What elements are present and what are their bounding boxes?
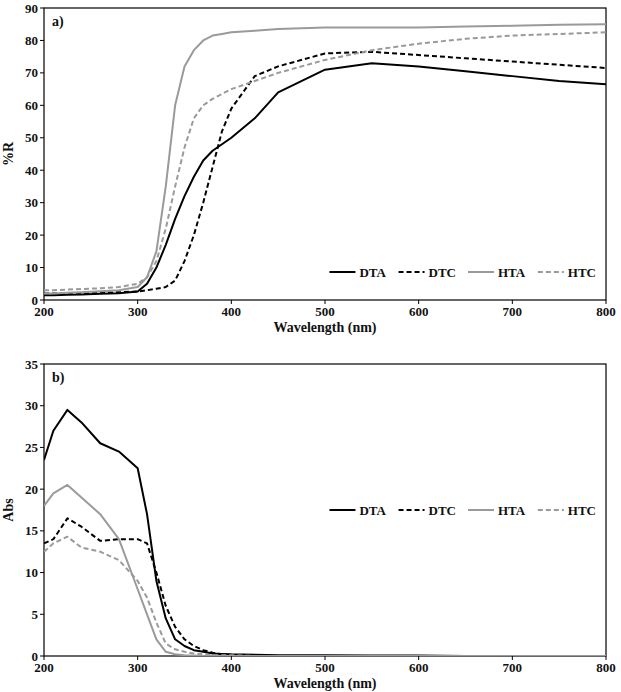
panel: 05101520253035200300400500600700800Wavel… <box>1 357 616 692</box>
plot-frame <box>44 8 606 300</box>
series-line <box>44 518 606 656</box>
y-tick-label: 25 <box>25 440 39 455</box>
legend-label: DTC <box>429 503 456 518</box>
y-tick <box>40 572 44 573</box>
y-tick-label: 30 <box>25 398 38 413</box>
y-tick <box>40 8 44 9</box>
legend-label: HTC <box>568 503 596 518</box>
legend-label: DTA <box>359 503 386 518</box>
legend-label: HTC <box>568 265 596 280</box>
y-tick <box>40 656 44 657</box>
series-line <box>44 52 606 294</box>
y-tick-label: 70 <box>25 65 38 80</box>
legend: DTA DTC HTA HTC <box>329 503 596 518</box>
series-group <box>44 410 606 656</box>
y-tick-label: 35 <box>25 357 39 372</box>
x-tick-label: 700 <box>503 660 523 675</box>
legend-swatch <box>399 509 425 511</box>
y-tick <box>40 105 44 106</box>
legend: DTA DTC HTA HTC <box>329 265 596 280</box>
panel: 0102030405060708090200300400500600700800… <box>1 1 616 337</box>
legend-swatch <box>399 271 425 273</box>
y-axis-title: %R <box>1 141 16 166</box>
panel-letter: b) <box>52 370 65 386</box>
x-tick-label: 500 <box>315 660 335 675</box>
x-tick-label: 500 <box>315 304 335 319</box>
y-tick-label: 30 <box>25 195 38 210</box>
y-tick <box>40 300 44 301</box>
y-tick-label: 50 <box>25 130 38 145</box>
y-tick <box>40 170 44 171</box>
x-tick-label: 200 <box>34 660 54 675</box>
y-tick <box>40 530 44 531</box>
legend-label: HTA <box>498 503 526 518</box>
series-line <box>44 63 606 295</box>
x-tick-label: 700 <box>503 304 523 319</box>
y-tick-label: 20 <box>25 228 38 243</box>
panel-letter: a) <box>52 14 64 30</box>
y-tick <box>40 72 44 73</box>
y-tick <box>40 40 44 41</box>
y-tick <box>40 235 44 236</box>
y-tick-label: 20 <box>25 482 38 497</box>
legend-label: DTC <box>429 265 456 280</box>
legend-label: HTA <box>498 265 526 280</box>
y-tick-label: 60 <box>25 98 38 113</box>
x-axis-title: Wavelength (nm) <box>273 320 376 336</box>
x-tick-label: 600 <box>409 304 429 319</box>
legend-swatch <box>468 271 494 273</box>
legend-swatch <box>329 271 355 273</box>
y-tick-label: 80 <box>25 33 38 48</box>
x-tick-label: 600 <box>409 660 429 675</box>
y-tick <box>40 405 44 406</box>
series-line <box>44 537 606 656</box>
series-line <box>44 410 606 656</box>
y-tick <box>40 267 44 268</box>
series-group <box>44 24 606 295</box>
plot-frame <box>44 364 606 656</box>
legend-swatch <box>329 509 355 511</box>
y-tick-label: 10 <box>25 260 38 275</box>
y-tick <box>40 137 44 138</box>
y-tick <box>40 614 44 615</box>
legend-swatch <box>538 509 564 511</box>
series-line <box>44 32 606 290</box>
x-tick-label: 200 <box>34 304 54 319</box>
y-tick <box>40 447 44 448</box>
y-tick-label: 15 <box>25 523 39 538</box>
legend-label: DTA <box>359 265 386 280</box>
legend-swatch <box>468 509 494 511</box>
x-tick-label: 400 <box>222 304 242 319</box>
y-tick-label: 10 <box>25 565 38 580</box>
y-tick <box>40 202 44 203</box>
x-tick-label: 300 <box>128 660 148 675</box>
y-tick-label: 5 <box>32 607 39 622</box>
y-axis-title: Abs <box>1 498 16 522</box>
y-tick-label: 90 <box>25 1 38 16</box>
y-tick <box>40 364 44 365</box>
x-tick-label: 300 <box>128 304 148 319</box>
x-tick-label: 800 <box>596 304 616 319</box>
series-line <box>44 485 606 656</box>
legend-swatch <box>538 271 564 273</box>
x-tick-label: 800 <box>596 660 616 675</box>
y-tick-label: 40 <box>25 163 38 178</box>
x-axis-title: Wavelength (nm) <box>273 676 376 692</box>
series-line <box>44 24 606 293</box>
figure: 0102030405060708090200300400500600700800… <box>0 0 621 692</box>
x-tick-label: 400 <box>222 660 242 675</box>
y-tick <box>40 489 44 490</box>
